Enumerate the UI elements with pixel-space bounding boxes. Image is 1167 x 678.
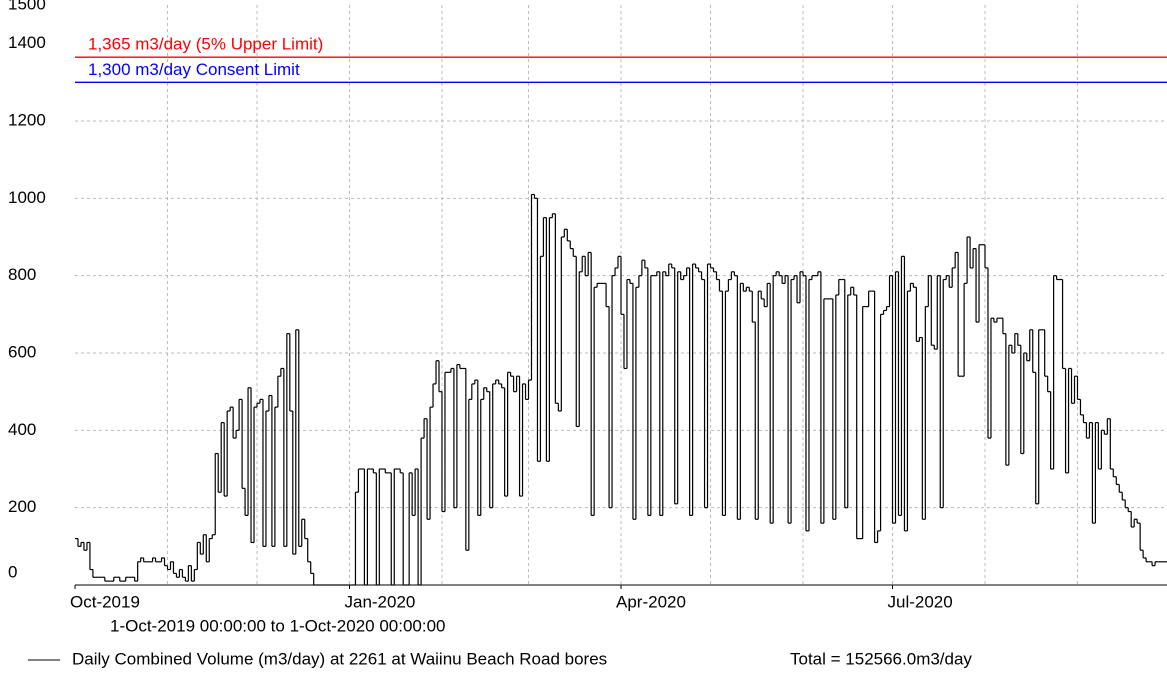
limit-label: 1,365 m3/day (5% Upper Limit): [88, 35, 323, 54]
y-tick-label: 1500: [8, 0, 46, 13]
x-tick-label: Jan-2020: [344, 592, 415, 611]
chart-subtitle: 1-Oct-2019 00:00:00 to 1-Oct-2020 00:00:…: [110, 616, 446, 635]
total-label: Total = 152566.0m3/day: [790, 649, 972, 668]
x-tick-label: Jul-2020: [888, 592, 953, 611]
y-tick-label: 600: [8, 342, 36, 361]
y-tick-label: 400: [8, 420, 36, 439]
x-tick-label: Oct-2019: [70, 592, 140, 611]
y-tick-label: 200: [8, 497, 36, 516]
y-tick-label: 1000: [8, 188, 46, 207]
y-tick-label: 1400: [8, 33, 46, 52]
y-tick-label: 0: [8, 562, 17, 581]
limit-label: 1,300 m3/day Consent Limit: [88, 60, 300, 79]
legend-label: Daily Combined Volume (m3/day) at 2261 a…: [72, 649, 607, 668]
step-riser: [77, 194, 1156, 585]
x-tick-label: Apr-2020: [616, 592, 686, 611]
y-tick-label: 1200: [8, 110, 46, 129]
y-tick-label: 800: [8, 265, 36, 284]
